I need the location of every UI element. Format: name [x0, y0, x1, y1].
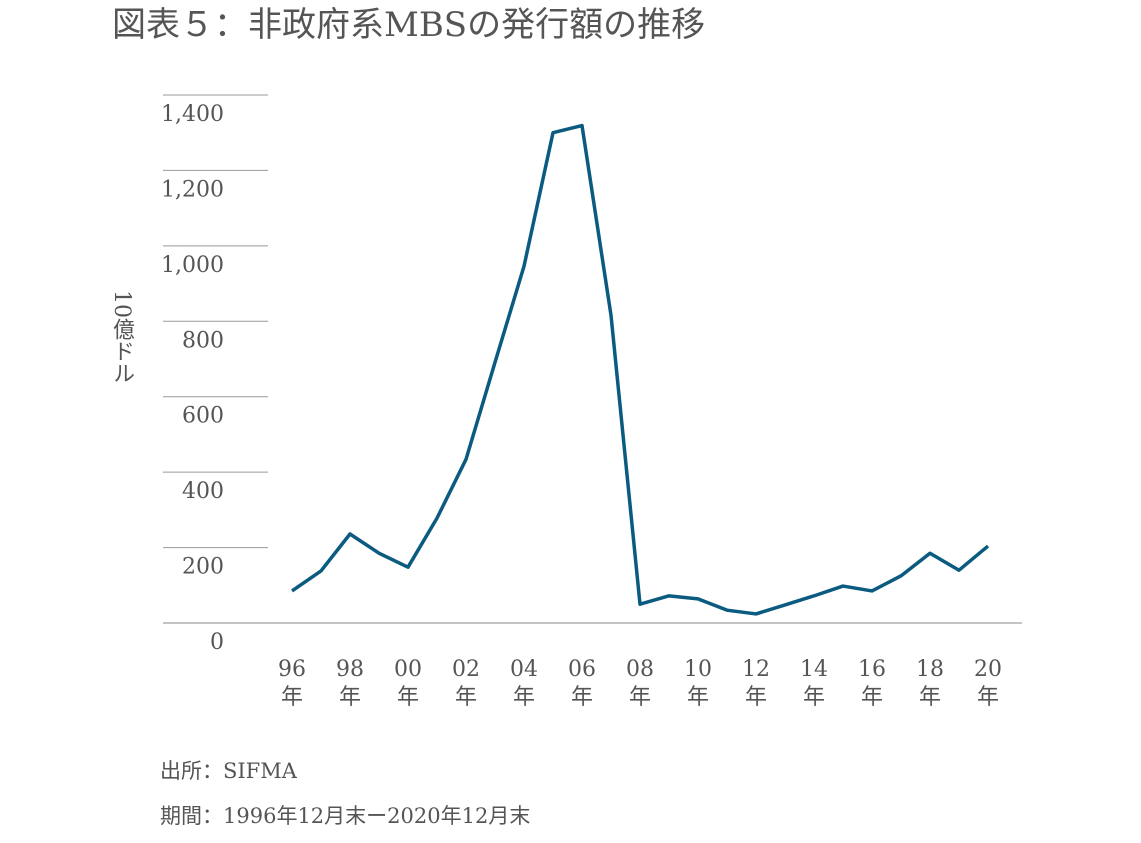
x-tick-label: 12 年	[742, 657, 770, 710]
x-tick-label: 02 年	[452, 657, 480, 710]
period-note: 期間：1996年12月末ー2020年12月末	[160, 804, 531, 828]
x-tick-label: 04 年	[510, 657, 538, 710]
chart-title: 図表５：非政府系MBSの発行額の推移	[112, 5, 705, 45]
x-tick-label: 16 年	[858, 657, 886, 710]
y-tick-label: 1,000	[161, 253, 224, 278]
x-tick-label: 96 年	[278, 657, 306, 710]
x-tick-label: 14 年	[800, 657, 828, 710]
x-tick-label: 08 年	[626, 657, 654, 710]
x-tick-label: 06 年	[568, 657, 596, 710]
x-tick-label: 10 年	[684, 657, 712, 710]
y-tick-label: 1,400	[161, 102, 224, 127]
x-tick-label: 20 年	[974, 657, 1002, 710]
y-tick-label: 400	[182, 479, 224, 504]
y-axis-label: 10億ドル	[109, 290, 134, 384]
x-tick-label: 00 年	[394, 657, 422, 710]
x-tick-label: 98 年	[336, 657, 364, 710]
y-tick-label: 200	[182, 555, 224, 580]
y-tick-label: 1,200	[161, 177, 224, 202]
y-tick-label: 800	[182, 328, 224, 353]
y-tick-label: 600	[182, 404, 224, 429]
x-tick-label: 18 年	[916, 657, 944, 710]
source-note: 出所：SIFMA	[160, 759, 297, 783]
y-tick-label: 0	[210, 630, 224, 655]
data-line	[291, 123, 990, 616]
